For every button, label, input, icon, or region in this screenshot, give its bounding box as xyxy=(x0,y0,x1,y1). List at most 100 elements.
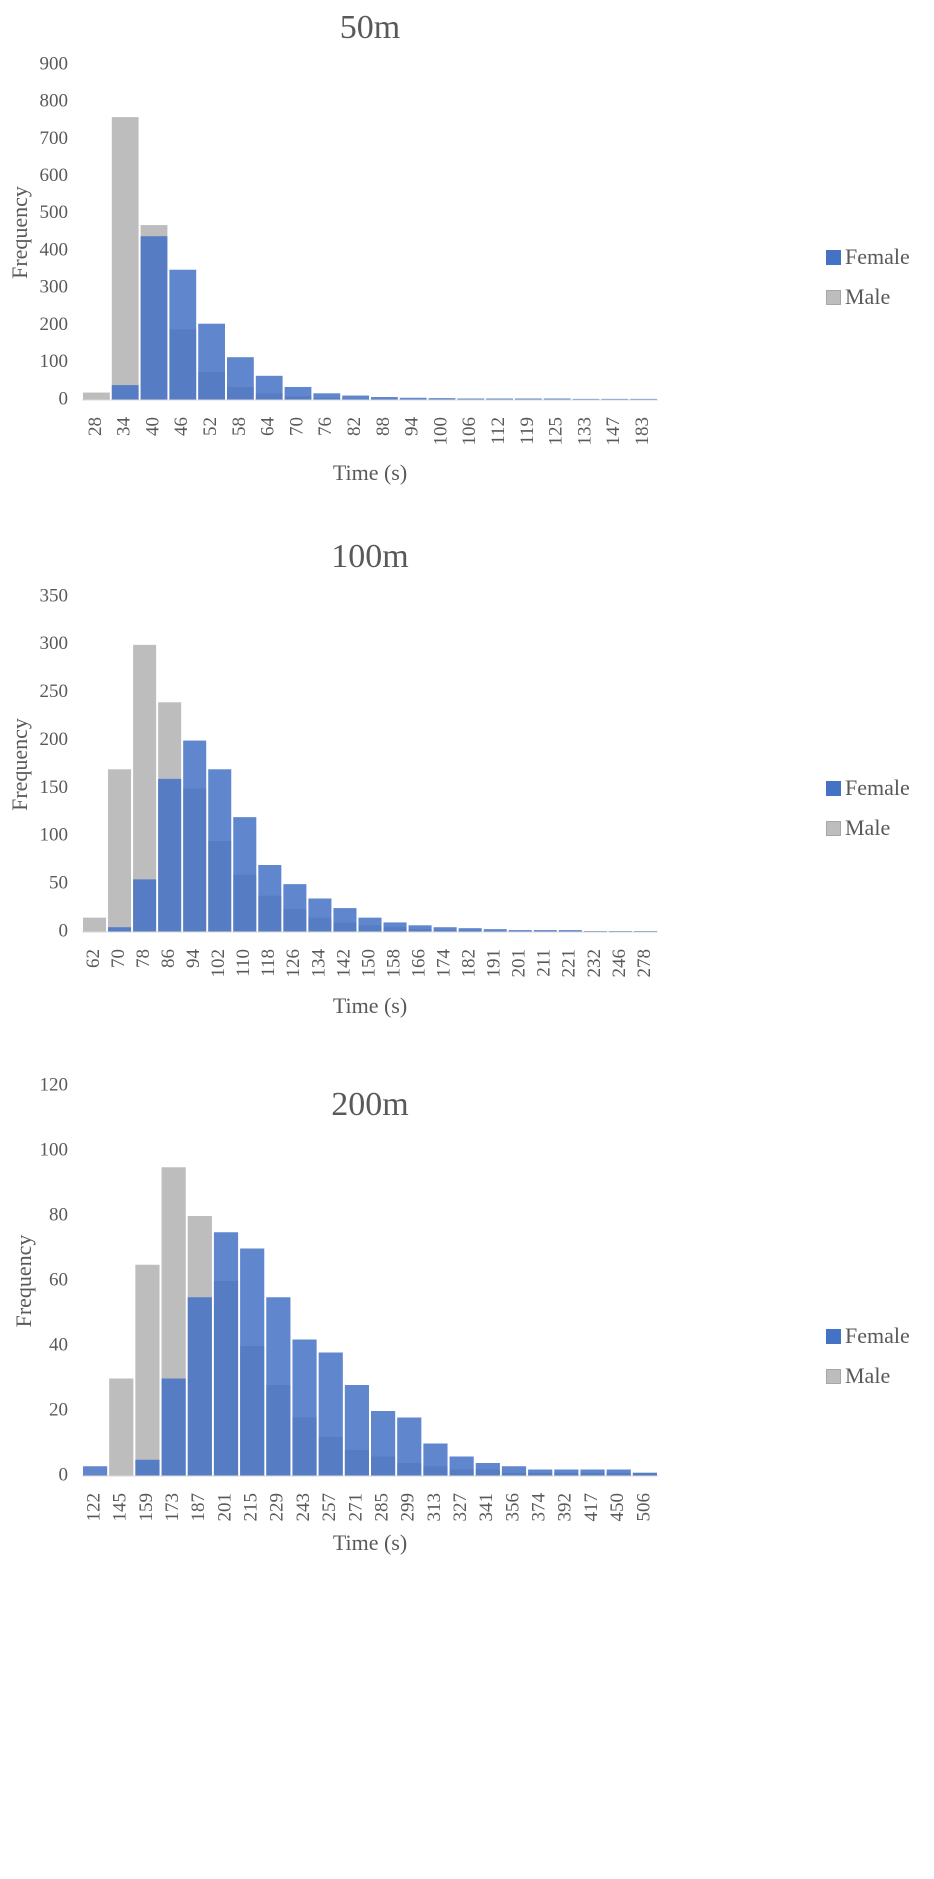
x-tick-label: 46 xyxy=(171,417,192,436)
bar-female-86 xyxy=(158,778,182,932)
bar-female-100 xyxy=(428,398,456,400)
x-tick-label: 145 xyxy=(110,1493,131,1522)
bar-female-313 xyxy=(423,1443,448,1476)
x-tick-label: 110 xyxy=(233,949,254,977)
bar-female-76 xyxy=(313,393,341,400)
x-tick-label: 232 xyxy=(584,949,605,978)
bar-female-119 xyxy=(515,398,542,400)
x-tick-label: 70 xyxy=(108,949,129,968)
x-tick-label: 147 xyxy=(603,417,624,446)
x-tick-label: 64 xyxy=(258,417,279,437)
bar-male-78 xyxy=(133,644,157,932)
legend-label-female: Female xyxy=(845,244,910,269)
bar-female-133 xyxy=(572,398,600,400)
bar-female-201 xyxy=(213,1232,239,1476)
x-tick-label: 28 xyxy=(85,417,106,436)
bar-female-82 xyxy=(342,395,369,400)
y-tick-label: 150 xyxy=(40,777,69,798)
x-tick-label: 506 xyxy=(633,1493,654,1522)
x-tick-label: 183 xyxy=(632,417,653,446)
bar-female-142 xyxy=(333,908,357,932)
chart-200m: 200m 0 20 40 60 80 100 120 122 145 159 173 187 201 215… xyxy=(0,1074,934,1675)
bar-female-392 xyxy=(554,1469,579,1476)
x-tick-label: 191 xyxy=(484,949,505,978)
bar-female-64 xyxy=(255,375,283,400)
x-tick-label: 125 xyxy=(546,417,567,446)
chart-50m-svg: 50m 0 100 200 300 400 500 600 700 800 900 28 34 40 46 5… xyxy=(7,9,658,485)
y-tick-label: 20 xyxy=(49,1399,68,1420)
bar-female-506 xyxy=(632,1472,657,1476)
x-tick-label: 215 xyxy=(241,1493,262,1522)
y-tick-label: 200 xyxy=(40,314,69,335)
x-tick-label: 211 xyxy=(534,949,555,977)
y-tick-label: 0 xyxy=(59,1464,69,1485)
legend-item-female: Female xyxy=(826,768,934,808)
bar-female-158 xyxy=(383,922,407,932)
bar-female-125 xyxy=(543,398,571,400)
bar-male-62 xyxy=(83,917,107,932)
bar-female-34 xyxy=(111,385,139,400)
x-tick-label: 243 xyxy=(293,1493,314,1522)
bar-female-88 xyxy=(371,397,398,400)
x-tick-label: 133 xyxy=(574,417,595,446)
x-tick-label: 94 xyxy=(183,949,204,969)
legend-label-male: Male xyxy=(845,284,891,309)
bar-male-145 xyxy=(109,1378,134,1476)
x-tick-label: 122 xyxy=(83,1493,104,1522)
x-tick-label: 166 xyxy=(408,949,429,978)
x-tick-label: 450 xyxy=(607,1493,628,1522)
x-tick-label: 182 xyxy=(459,949,480,978)
bar-female-134 xyxy=(308,898,332,932)
legend-100m: Female Male xyxy=(826,768,934,848)
x-tick-label: 159 xyxy=(136,1493,157,1522)
x-tick-label: 112 xyxy=(488,417,509,445)
x-tick-label: 229 xyxy=(267,1493,288,1522)
x-tick-label: 106 xyxy=(459,417,480,446)
y-tick-label: 60 xyxy=(49,1269,68,1290)
chart-title-200m: 200m xyxy=(331,1086,408,1123)
legend-item-female: Female xyxy=(826,1316,934,1356)
bar-female-183 xyxy=(630,398,657,400)
x-tick-label: 417 xyxy=(581,1493,602,1522)
bar-female-147 xyxy=(601,398,629,400)
x-tick-label: 118 xyxy=(258,949,279,977)
bar-female-70 xyxy=(284,386,312,400)
bar-female-70 xyxy=(108,927,132,932)
x-tick-label: 62 xyxy=(83,949,104,968)
bar-male-34 xyxy=(111,117,139,401)
y-tick-label: 900 xyxy=(40,53,69,74)
x-tick-label: 299 xyxy=(398,1493,419,1522)
legend-swatch-male xyxy=(826,820,841,836)
y-tick-label: 120 xyxy=(40,1074,69,1095)
legend-50m: Female Male xyxy=(826,237,934,317)
bar-female-341 xyxy=(475,1463,500,1476)
bar-female-374 xyxy=(528,1469,553,1476)
y-tick-label: 700 xyxy=(40,128,69,149)
x-tick-label: 86 xyxy=(158,949,179,968)
x-tick-label: 78 xyxy=(133,949,154,968)
bar-female-94 xyxy=(183,740,207,932)
bar-female-106 xyxy=(457,398,485,400)
bar-female-102 xyxy=(208,769,232,932)
y-tick-label: 600 xyxy=(40,165,69,186)
chart-title-100m: 100m xyxy=(331,538,408,575)
bar-female-46 xyxy=(169,269,197,400)
y-tick-label: 200 xyxy=(40,729,69,750)
x-tick-label: 341 xyxy=(476,1493,497,1522)
legend-label-male: Male xyxy=(845,815,891,840)
legend-label-male: Male xyxy=(845,1363,891,1388)
chart-50m: 50m 0 100 200 300 400 500 600 700 800 900 28 34 40 46 5… xyxy=(0,0,934,600)
bar-female-211 xyxy=(533,930,557,932)
x-tick-label: 142 xyxy=(333,949,354,978)
legend-200m: Female Male xyxy=(826,1316,934,1396)
y-axis-label: Frequency xyxy=(7,186,32,279)
bar-female-126 xyxy=(283,884,307,932)
y-tick-label: 100 xyxy=(40,1139,69,1160)
bar-female-356 xyxy=(501,1466,527,1476)
y-tick-label: 0 xyxy=(59,920,69,941)
chart-100m: 100m 0 50 100 150 200 250 300 350 62 70 78 86 94 102 11… xyxy=(0,530,934,1130)
bar-female-191 xyxy=(483,929,507,932)
y-tick-label: 500 xyxy=(40,202,69,223)
x-tick-label: 119 xyxy=(517,417,538,445)
bar-female-166 xyxy=(408,925,432,932)
